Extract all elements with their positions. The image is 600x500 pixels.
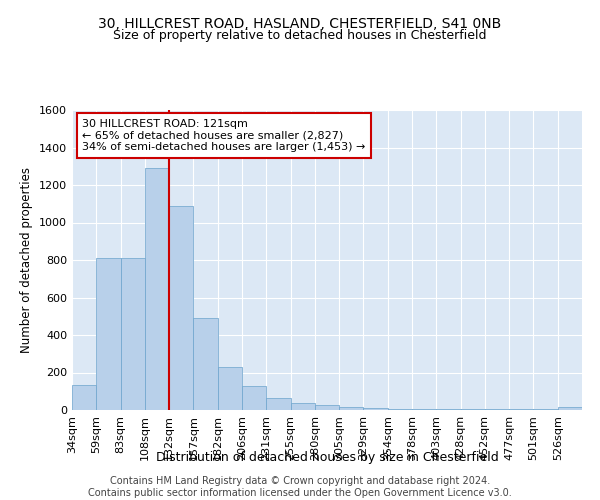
Text: Distribution of detached houses by size in Chesterfield: Distribution of detached houses by size …	[155, 451, 499, 464]
Text: 30, HILLCREST ROAD, HASLAND, CHESTERFIELD, S41 0NB: 30, HILLCREST ROAD, HASLAND, CHESTERFIEL…	[98, 18, 502, 32]
Bar	[315, 405, 339, 410]
Bar	[72, 384, 96, 410]
Bar	[266, 398, 290, 410]
Y-axis label: Number of detached properties: Number of detached properties	[20, 167, 34, 353]
Bar	[558, 408, 582, 410]
Bar	[169, 206, 193, 410]
Bar	[290, 403, 315, 410]
Bar	[388, 409, 412, 410]
Text: Contains HM Land Registry data © Crown copyright and database right 2024.
Contai: Contains HM Land Registry data © Crown c…	[88, 476, 512, 498]
Text: Size of property relative to detached houses in Chesterfield: Size of property relative to detached ho…	[113, 28, 487, 42]
Bar	[218, 367, 242, 410]
Bar	[193, 318, 218, 410]
Bar	[339, 407, 364, 410]
Bar	[364, 408, 388, 410]
Bar	[412, 409, 436, 410]
Bar	[242, 386, 266, 410]
Bar	[121, 258, 145, 410]
Bar	[145, 168, 169, 410]
Bar	[96, 258, 121, 410]
Text: 30 HILLCREST ROAD: 121sqm
← 65% of detached houses are smaller (2,827)
34% of se: 30 HILLCREST ROAD: 121sqm ← 65% of detac…	[82, 119, 365, 152]
